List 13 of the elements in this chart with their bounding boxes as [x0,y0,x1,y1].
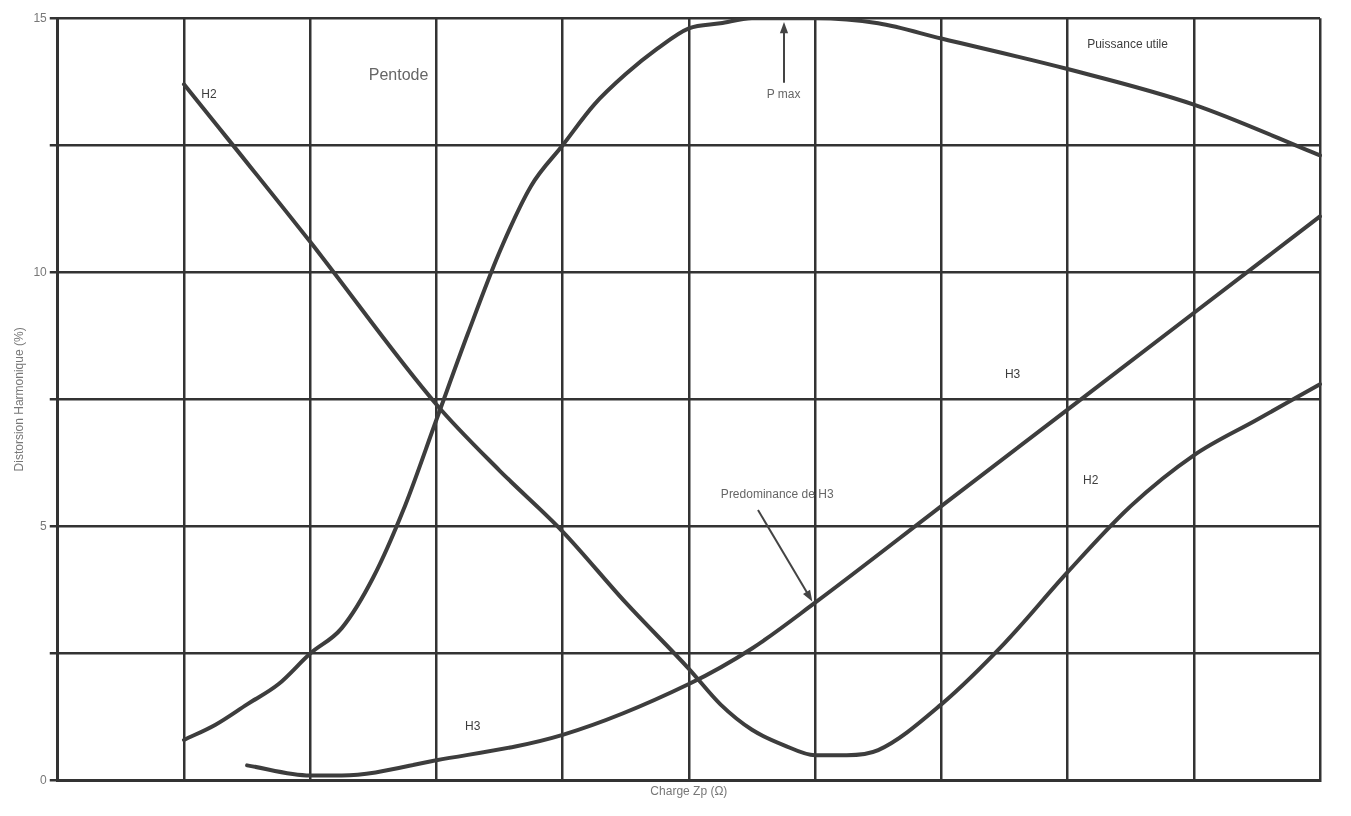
y-tick-label: 10 [33,264,48,279]
series-label: H3 [464,719,481,734]
series-label: Puissance utile [1087,37,1169,52]
y-axis-title: Distorsion Harmonique (%) [11,327,26,472]
annotation: P max [766,86,801,101]
text: H2 [1082,473,1099,488]
x-axis-title: Charge Zp (Ω) [650,784,728,799]
y-tick-label: 0 [40,772,48,787]
series-label: H2 [201,86,217,101]
y-tick-label: 15 [33,10,48,25]
annotation: Pentode [368,65,429,83]
text: H3 [1004,366,1021,381]
y-tick-label: 5 [40,518,48,533]
